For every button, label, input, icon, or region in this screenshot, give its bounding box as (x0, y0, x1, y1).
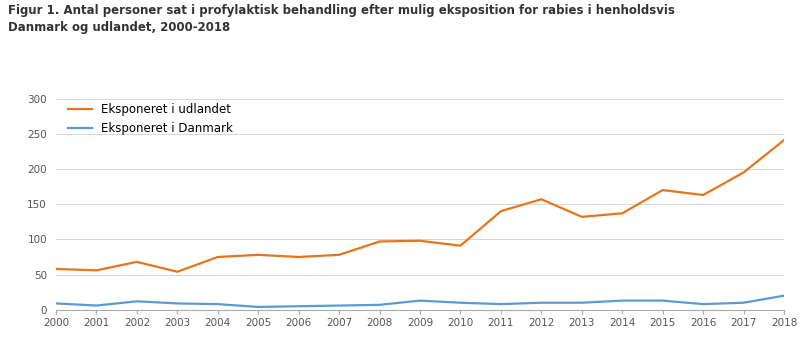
Eksponeret i udlandet (51, 267, 61, 271)
Eksponeret i udlandet (213, 255, 222, 259)
Eksponeret i udlandet (374, 239, 384, 244)
Eksponeret i Danmark (415, 298, 425, 303)
Eksponeret i udlandet (496, 209, 506, 213)
Eksponeret i udlandet (698, 193, 708, 197)
Eksponeret i udlandet (415, 239, 425, 243)
Eksponeret i Danmark (577, 301, 586, 305)
Eksponeret i udlandet (294, 255, 303, 259)
Eksponeret i udlandet (618, 211, 627, 215)
Eksponeret i udlandet (658, 188, 667, 192)
Eksponeret i udlandet (173, 270, 182, 274)
Eksponeret i Danmark (294, 304, 303, 308)
Eksponeret i Danmark (173, 301, 182, 306)
Eksponeret i Danmark (92, 303, 102, 308)
Eksponeret i udlandet (254, 253, 263, 257)
Eksponeret i Danmark (738, 301, 748, 305)
Eksponeret i Danmark (51, 301, 61, 306)
Legend: Eksponeret i udlandet, Eksponeret i Danmark: Eksponeret i udlandet, Eksponeret i Danm… (63, 99, 238, 140)
Eksponeret i Danmark (254, 305, 263, 309)
Eksponeret i Danmark (496, 302, 506, 306)
Eksponeret i udlandet (92, 268, 102, 272)
Text: Figur 1. Antal personer sat i profylaktisk behandling efter mulig eksposition fo: Figur 1. Antal personer sat i profylakti… (8, 4, 675, 33)
Eksponeret i udlandet (577, 215, 586, 219)
Eksponeret i udlandet (537, 197, 546, 201)
Eksponeret i Danmark (456, 301, 466, 305)
Eksponeret i Danmark (213, 302, 222, 306)
Eksponeret i Danmark (537, 301, 546, 305)
Line: Eksponeret i Danmark: Eksponeret i Danmark (56, 296, 784, 307)
Eksponeret i udlandet (738, 170, 748, 175)
Eksponeret i udlandet (779, 138, 789, 142)
Eksponeret i Danmark (334, 303, 344, 308)
Line: Eksponeret i udlandet: Eksponeret i udlandet (56, 140, 784, 272)
Eksponeret i udlandet (334, 253, 344, 257)
Eksponeret i udlandet (456, 244, 466, 248)
Eksponeret i Danmark (698, 302, 708, 306)
Eksponeret i Danmark (618, 298, 627, 303)
Eksponeret i Danmark (132, 299, 142, 303)
Eksponeret i udlandet (132, 260, 142, 264)
Eksponeret i Danmark (374, 303, 384, 307)
Eksponeret i Danmark (658, 298, 667, 303)
Eksponeret i Danmark (779, 294, 789, 298)
